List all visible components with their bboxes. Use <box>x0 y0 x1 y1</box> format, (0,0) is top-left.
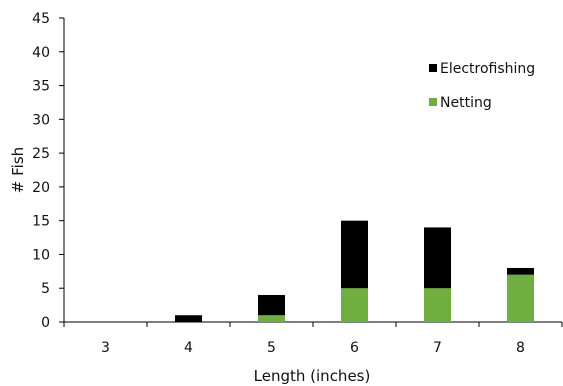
y-tick-label: 5 <box>41 281 50 297</box>
y-tick-label: 25 <box>32 146 50 162</box>
y-tick-label: 0 <box>41 315 50 331</box>
y-tick-label: 30 <box>32 112 50 128</box>
y-tick-label: 20 <box>32 180 50 196</box>
x-tick-label: 8 <box>516 340 525 356</box>
bar-segment-netting <box>507 274 534 322</box>
legend-label-netting: Netting <box>440 95 492 111</box>
bars <box>175 220 534 322</box>
y-tick-label: 40 <box>32 45 50 61</box>
y-axis-title: # Fish <box>9 147 27 193</box>
x-tick-label: 6 <box>350 340 359 356</box>
bar-segment-netting <box>341 288 368 322</box>
legend: Electrofishing Netting <box>429 61 535 111</box>
legend-swatch-electrofishing <box>429 64 437 72</box>
x-axis: 3 4 5 6 7 8 <box>63 321 563 356</box>
bar-segment-electrofishing <box>424 227 451 289</box>
y-tick-label: 45 <box>32 11 50 27</box>
bar-segment-electrofishing <box>507 267 534 275</box>
x-tick-label: 4 <box>184 340 193 356</box>
x-axis-title: Length (inches) <box>254 367 371 385</box>
legend-swatch-netting <box>429 98 437 106</box>
x-tick-label: 5 <box>267 340 276 356</box>
legend-label-electrofishing: Electrofishing <box>440 61 535 77</box>
y-tick-label: 10 <box>32 247 50 263</box>
x-tick-label: 7 <box>433 340 442 356</box>
y-axis: 0 5 10 15 20 25 30 35 40 45 <box>32 11 65 331</box>
bar-segment-electrofishing <box>258 294 285 316</box>
y-tick-label: 35 <box>32 79 50 95</box>
bar-segment-electrofishing <box>175 315 202 322</box>
bar-segment-netting <box>258 315 285 322</box>
y-tick-label: 15 <box>32 214 50 230</box>
bar-segment-netting <box>424 288 451 322</box>
bar-segment-electrofishing <box>341 220 368 289</box>
x-tick-label: 3 <box>101 340 110 356</box>
